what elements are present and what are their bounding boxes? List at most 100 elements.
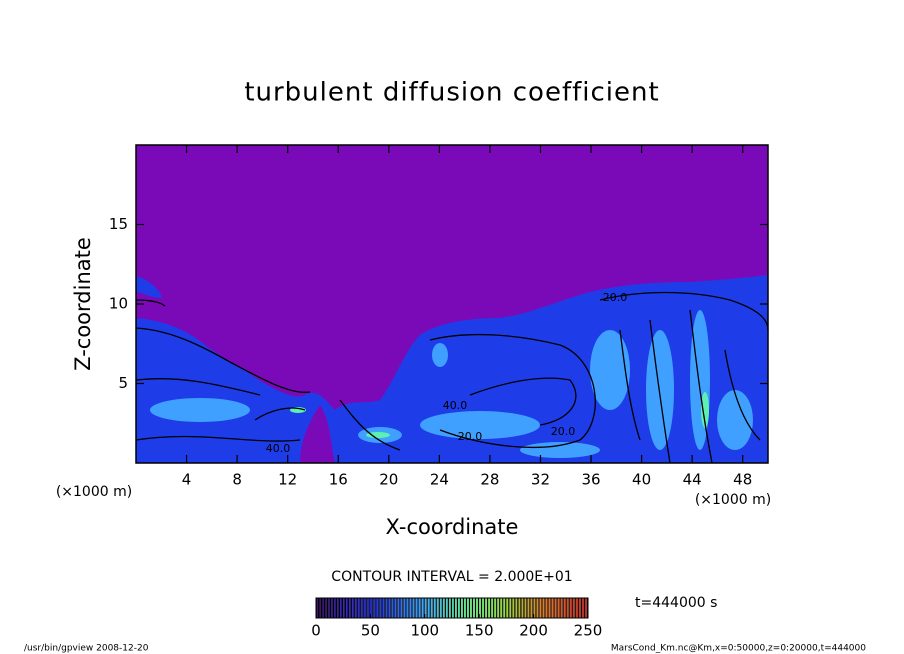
colorbar-tick-label: 150 — [465, 622, 494, 640]
colorbar-stripe — [509, 598, 512, 618]
colorbar-stripe — [464, 598, 466, 618]
colorbar-stripe — [533, 598, 536, 618]
colorbar-stripe — [349, 598, 352, 618]
colorbar-stripe — [477, 598, 480, 618]
colorbar-frame — [315, 597, 589, 619]
colorbar-stripe — [559, 598, 561, 618]
colorbar-stripe — [351, 598, 353, 618]
colorbar-stripe — [397, 598, 400, 618]
colorbar-stripe — [506, 598, 509, 618]
colorbar-stripe — [551, 598, 554, 618]
colorbar-stripe — [554, 598, 557, 618]
x-tick-label: 28 — [480, 471, 499, 489]
colorbar-stripe — [568, 598, 570, 618]
colorbar-stripe — [497, 598, 500, 618]
x-tick-label: 36 — [581, 471, 600, 489]
colorbar-stripe — [473, 598, 475, 618]
colorbar-stripe — [462, 598, 465, 618]
colorbar-stripe — [343, 598, 346, 618]
colorbar-stripe — [508, 598, 510, 618]
colorbar — [316, 598, 588, 618]
colorbar-stripe — [423, 598, 425, 618]
colorbar-stripe — [426, 598, 428, 618]
colorbar-stripe — [586, 598, 588, 618]
colorbar-stripe — [494, 598, 497, 618]
contour-interval: CONTOUR INTERVAL = 2.000E+01 — [331, 569, 572, 585]
field-region — [136, 275, 768, 463]
footer-right: MarsCond_Km.nc@Km,x=0:50000,z=0:20000,t=… — [611, 644, 866, 654]
colorbar-stripe — [403, 598, 406, 618]
colorbar-stripe — [487, 598, 489, 618]
x-tick-label: 40 — [632, 471, 651, 489]
colorbar-stripe — [354, 598, 356, 618]
colorbar-stripe — [335, 598, 338, 618]
x-tick-label: 44 — [683, 471, 702, 489]
colorbar-stripe — [488, 598, 491, 618]
colorbar-stripe — [512, 598, 515, 618]
colorbar-stripe — [541, 598, 543, 618]
colorbar-stripe — [474, 598, 477, 618]
colorbar-stripe — [580, 598, 582, 618]
colorbar-stripe — [458, 598, 460, 618]
colorbar-stripe — [332, 598, 335, 618]
colorbar-stripe — [560, 598, 563, 618]
colorbar-stripe — [584, 598, 587, 618]
colorbar-stripe — [442, 598, 445, 618]
y-axis-label: Z-coordinate — [71, 237, 95, 371]
time-annotation: t=444000 s — [635, 595, 717, 611]
colorbar-stripe — [441, 598, 443, 618]
colorbar-stripe — [479, 598, 482, 618]
x-tick-label: 24 — [430, 471, 449, 489]
colorbar-stripe — [523, 598, 525, 618]
colorbar-stripe — [445, 598, 448, 618]
colorbar-stripe — [358, 598, 361, 618]
colorbar-stripe — [481, 598, 483, 618]
colorbar-stripe — [500, 598, 503, 618]
colorbar-stripe — [396, 598, 398, 618]
colorbar-stripe — [385, 598, 388, 618]
colorbar-stripe — [527, 598, 530, 618]
colorbar-stripe — [539, 598, 542, 618]
colorbar-stripe — [402, 598, 404, 618]
x-tick-label: 12 — [278, 471, 297, 489]
colorbar-stripe — [521, 598, 524, 618]
colorbar-stripe — [583, 598, 585, 618]
colorbar-stripe — [348, 598, 350, 618]
colorbar-stripe — [361, 598, 364, 618]
colorbar-stripe — [447, 598, 449, 618]
colorbar-stripe — [406, 598, 409, 618]
colorbar-stripe — [364, 598, 367, 618]
footer-left: /usr/bin/gpview 2008-12-20 — [24, 644, 149, 654]
colorbar-stripe — [317, 598, 320, 618]
colorbar-stripe — [381, 598, 383, 618]
colorbar-stripe — [337, 598, 339, 618]
colorbar-stripe — [369, 598, 371, 618]
colorbar-stripe — [553, 598, 555, 618]
colorbar-stripe — [544, 598, 546, 618]
x-unit-label: (×1000 m) — [695, 492, 771, 508]
colorbar-stripe — [408, 598, 410, 618]
contour-label: 20.0 — [458, 430, 483, 443]
colorbar-stripe — [372, 598, 374, 618]
y-tick-label: 15 — [109, 215, 128, 233]
colorbar-stripe — [563, 598, 566, 618]
colorbar-stripe — [438, 598, 440, 618]
contour-label: 40.0 — [266, 442, 291, 455]
colorbar-stripe — [547, 598, 549, 618]
colorbar-stripe — [490, 598, 492, 618]
x-tick-label: 4 — [182, 471, 192, 489]
y-tick-label: 5 — [118, 374, 128, 392]
colorbar-stripe — [484, 598, 486, 618]
colorbar-stripe — [430, 598, 433, 618]
colorbar-stripe — [378, 598, 380, 618]
x-tick-label: 32 — [531, 471, 550, 489]
chart-title: turbulent diffusion coefficient — [244, 78, 659, 108]
colorbar-stripe — [571, 598, 573, 618]
colorbar-stripe — [319, 598, 321, 618]
colorbar-stripe — [515, 598, 518, 618]
colorbar-stripe — [556, 598, 558, 618]
colorbar-stripe — [328, 598, 330, 618]
colorbar-stripe — [491, 598, 494, 618]
colorbar-stripe — [341, 598, 344, 618]
